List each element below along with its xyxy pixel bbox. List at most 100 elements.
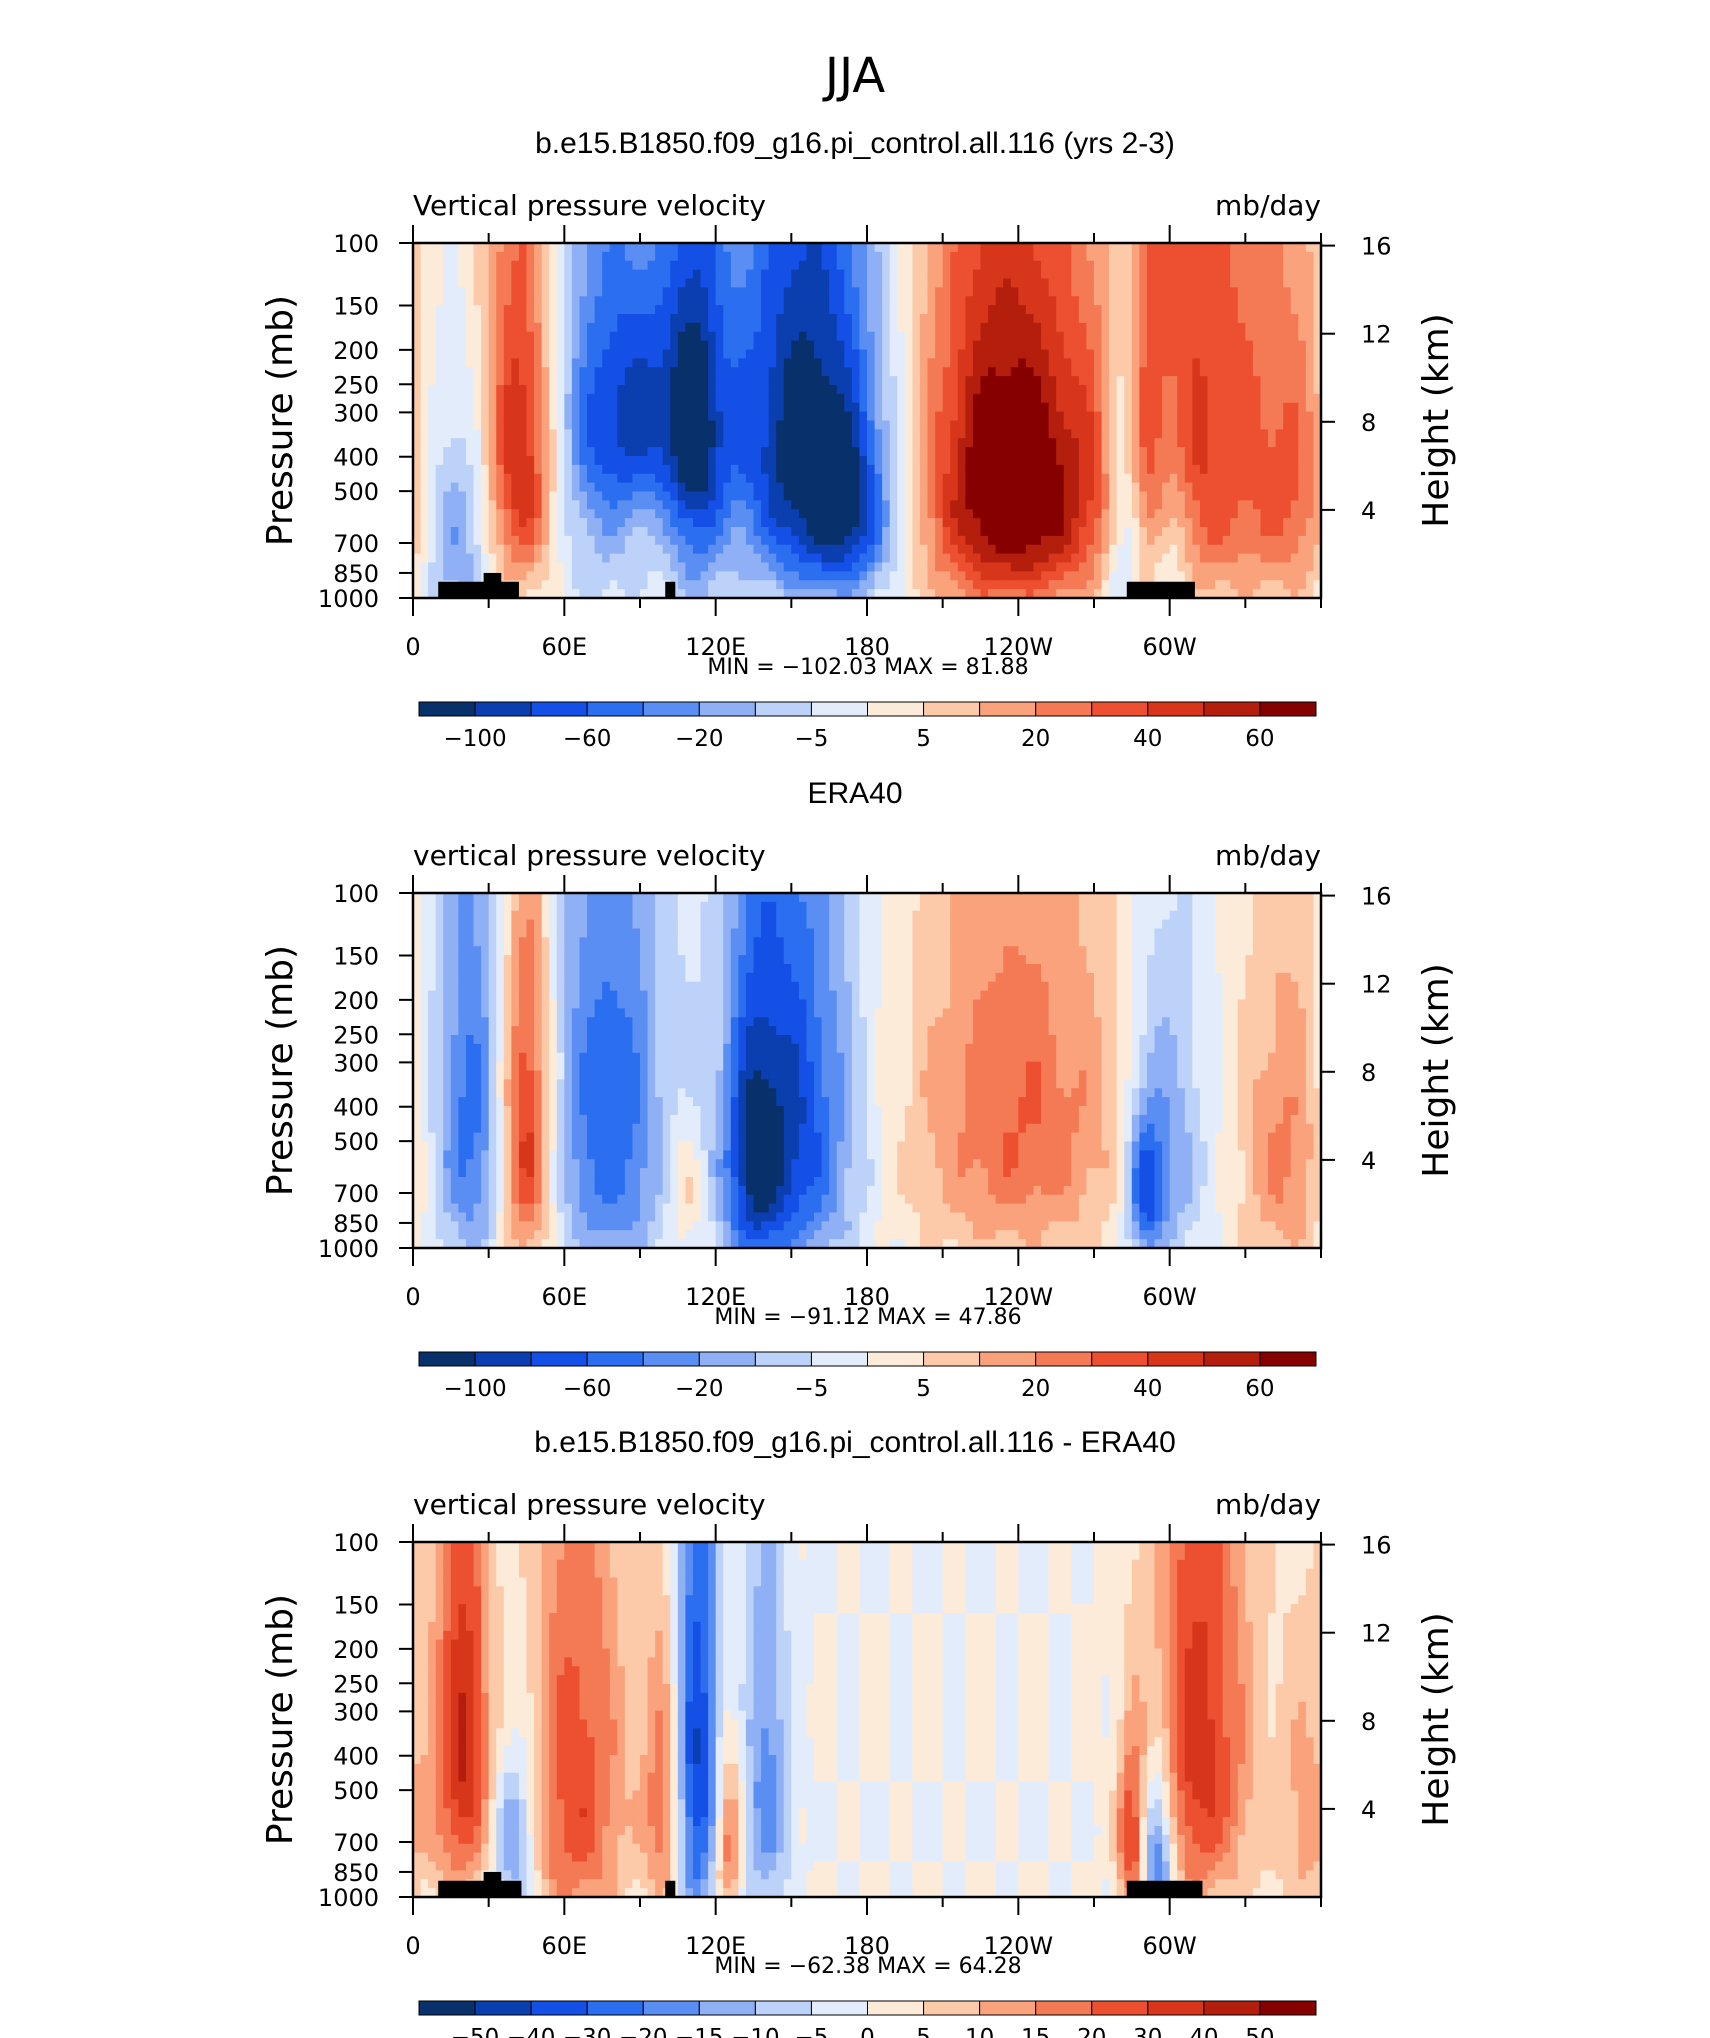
field-cell: [776, 385, 785, 395]
field-cell: [768, 535, 777, 546]
field-cell: [564, 473, 573, 484]
field-cell: [443, 429, 452, 439]
field-cell: [632, 571, 641, 581]
field-cell: [904, 527, 913, 537]
field-cell: [1275, 509, 1284, 519]
field-cell: [1048, 287, 1057, 297]
field-cell: [1207, 411, 1216, 422]
field-cell: [640, 562, 649, 572]
ytick-label: 1000: [318, 585, 379, 613]
field-cell: [965, 553, 974, 564]
field-cell: [1056, 358, 1065, 368]
field-cell: [435, 438, 444, 448]
field-cell: [874, 420, 883, 430]
field-cell: [685, 429, 694, 439]
field-cell: [503, 518, 512, 528]
field-cell: [1056, 340, 1065, 351]
field-cell: [1063, 580, 1072, 590]
field-cell: [1215, 544, 1224, 555]
field-cell: [1033, 243, 1042, 253]
field-cell: [420, 553, 429, 564]
field-cell: [753, 243, 762, 253]
field-cell: [1162, 411, 1171, 422]
field-cell: [1290, 278, 1299, 288]
field-cell: [632, 349, 641, 359]
field-cell: [670, 491, 679, 501]
field-cell: [889, 580, 898, 590]
field-cell: [806, 260, 815, 271]
field-cell: [1048, 589, 1057, 599]
field-cell: [1169, 260, 1178, 271]
field-cell: [882, 420, 891, 430]
field-cell: [420, 571, 429, 581]
colorbar-swatch: [810, 701, 868, 717]
field-cell: [443, 349, 452, 359]
field-cell: [685, 269, 694, 280]
field-cell: [511, 251, 520, 262]
field-cell: [730, 420, 739, 430]
field-cell: [1116, 393, 1125, 404]
field-cell: [1041, 367, 1050, 377]
field-cell: [776, 893, 785, 903]
field-cell: [723, 553, 732, 564]
field-cell: [685, 340, 694, 351]
field-cell: [867, 420, 876, 430]
field-cell: [1215, 571, 1224, 581]
field-cell: [965, 322, 974, 333]
field-cell: [897, 305, 906, 315]
field-cell: [1222, 438, 1231, 448]
field-cell: [549, 322, 558, 333]
field-cell: [534, 305, 543, 315]
field-cell: [541, 544, 550, 555]
field-cell: [1071, 331, 1080, 342]
field-cell: [783, 296, 792, 306]
field-cell: [518, 376, 528, 386]
field-cell: [518, 509, 528, 519]
field-cell: [753, 535, 762, 546]
field-cell: [821, 473, 830, 484]
field-cell: [851, 385, 861, 395]
field-cell: [496, 278, 505, 288]
field-cell: [1048, 500, 1057, 510]
field-cell: [1101, 349, 1110, 359]
field-cell: [1313, 278, 1322, 288]
field-cell: [882, 500, 891, 510]
field-cell: [783, 402, 792, 413]
field-cell: [942, 385, 951, 395]
field-cell: [1025, 260, 1035, 271]
field-cell: [1169, 376, 1178, 386]
field-cell: [867, 314, 876, 324]
field-cell: [685, 456, 694, 466]
field-cell: [413, 349, 422, 359]
field-cell: [1305, 518, 1315, 528]
field-cell: [594, 305, 603, 315]
field-cell: [1010, 893, 1019, 903]
field-cell: [700, 447, 709, 457]
field-cell: [1056, 893, 1065, 903]
field-cell: [700, 429, 709, 439]
field-cell: [1207, 331, 1216, 342]
field-cell: [1313, 535, 1322, 546]
field-cell: [526, 562, 535, 572]
field-cell: [1056, 385, 1065, 395]
field-cell: [670, 367, 679, 377]
field-cell: [1010, 411, 1019, 422]
field-cell: [420, 535, 429, 546]
field-cell: [715, 358, 724, 368]
field-cell: [413, 260, 422, 271]
field-cell: [972, 893, 982, 903]
field-cell: [579, 260, 588, 271]
field-cell: [708, 571, 717, 581]
field-cell: [465, 482, 475, 493]
field-cell: [1146, 340, 1156, 351]
field-cell: [1184, 571, 1193, 581]
field-cell: [1033, 562, 1042, 572]
field-cell: [761, 269, 770, 280]
field-cell: [420, 367, 429, 377]
field-cell: [435, 553, 444, 564]
field-cell: [1275, 589, 1284, 599]
field-cell: [1260, 589, 1269, 599]
field-cell: [647, 447, 656, 457]
field-cell: [1305, 580, 1315, 590]
field-cell: [647, 251, 656, 262]
